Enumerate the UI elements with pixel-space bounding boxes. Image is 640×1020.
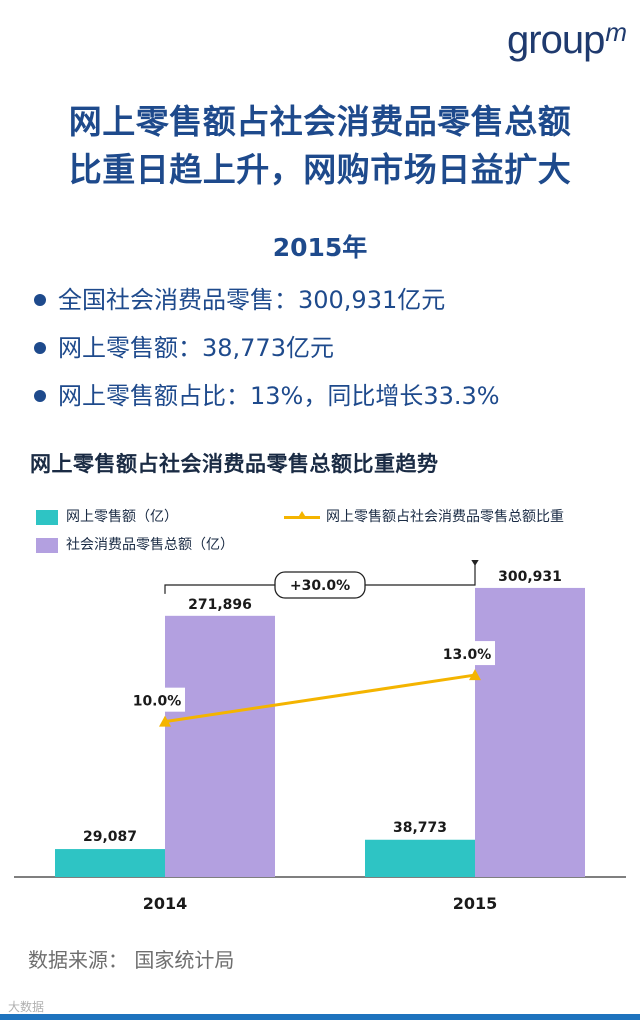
ratio-line — [164, 673, 476, 724]
legend-item-total-retail: 社会消费品零售总额（亿） — [36, 536, 234, 554]
bar-online-retail — [365, 839, 475, 877]
ratio-data-label: 10.0% — [133, 694, 182, 710]
bar-label-total-retail: 300,931 — [498, 569, 562, 585]
bar-online-retail — [55, 849, 165, 877]
legend-swatch-purple — [36, 538, 58, 553]
summary-bullet-list: 全国社会消费品零售：300,931亿元 网上零售额：38,773亿元 网上零售额… — [30, 277, 500, 421]
headline-line-1: 网上零售额占社会消费品零售总额 — [68, 102, 572, 141]
bar-total-retail — [475, 587, 585, 877]
chart-title: 网上零售额占社会消费品零售总额比重趋势 — [30, 452, 439, 476]
bullet-dot-icon — [34, 342, 46, 354]
headline-line-2: 比重日趋上升，网购市场日益扩大 — [68, 150, 572, 189]
bar-label-online-retail: 29,087 — [83, 829, 137, 845]
ratio-point-marker — [469, 669, 481, 681]
summary-bullet: 全国社会消费品零售：300,931亿元 — [30, 277, 500, 325]
bullet-dot-icon — [34, 390, 46, 402]
bottom-accent-bar — [0, 1014, 640, 1020]
growth-annotation-box — [274, 571, 366, 599]
triangle-marker-icon — [297, 511, 307, 519]
bullet-dot-icon — [34, 294, 46, 306]
summary-year: 2015年 — [272, 233, 368, 262]
legend-item-ratio-line: 网上零售额占社会消费品零售总额比重 — [284, 508, 564, 526]
ratio-label-box — [129, 687, 185, 712]
ratio-point-marker — [159, 715, 171, 727]
summary-bullet: 网上零售额占比：13%，同比增长33.3% — [30, 373, 500, 421]
arrow-down-icon — [471, 560, 479, 566]
bar-label-online-retail: 38,773 — [393, 820, 447, 836]
groupm-logo: groupm — [507, 17, 627, 62]
ratio-data-label: 13.0% — [443, 647, 492, 663]
x-tick-label: 2015 — [453, 894, 498, 913]
legend-swatch-teal — [36, 510, 58, 525]
headline: 网上零售额占社会消费品零售总额 比重日趋上升，网购市场日益扩大 — [0, 98, 640, 194]
legend-line-swatch — [284, 511, 320, 519]
bar-label-total-retail: 271,896 — [188, 597, 252, 613]
watermark: 大数据 — [8, 1000, 45, 1014]
x-tick-label: 2014 — [143, 894, 188, 913]
data-source-note: 数据来源： 国家统计局 — [28, 948, 235, 972]
growth-annotation-label: +30.0% — [290, 578, 350, 594]
legend-item-online-retail: 网上零售额（亿） — [36, 508, 178, 526]
summary-bullet: 网上零售额：38,773亿元 — [30, 325, 500, 373]
ratio-label-box — [439, 641, 495, 666]
bar-total-retail — [165, 615, 275, 877]
bar-line-chart: 29,087 271,896 2014 38,773 300,931 2015 10.0% 1… — [14, 560, 626, 913]
